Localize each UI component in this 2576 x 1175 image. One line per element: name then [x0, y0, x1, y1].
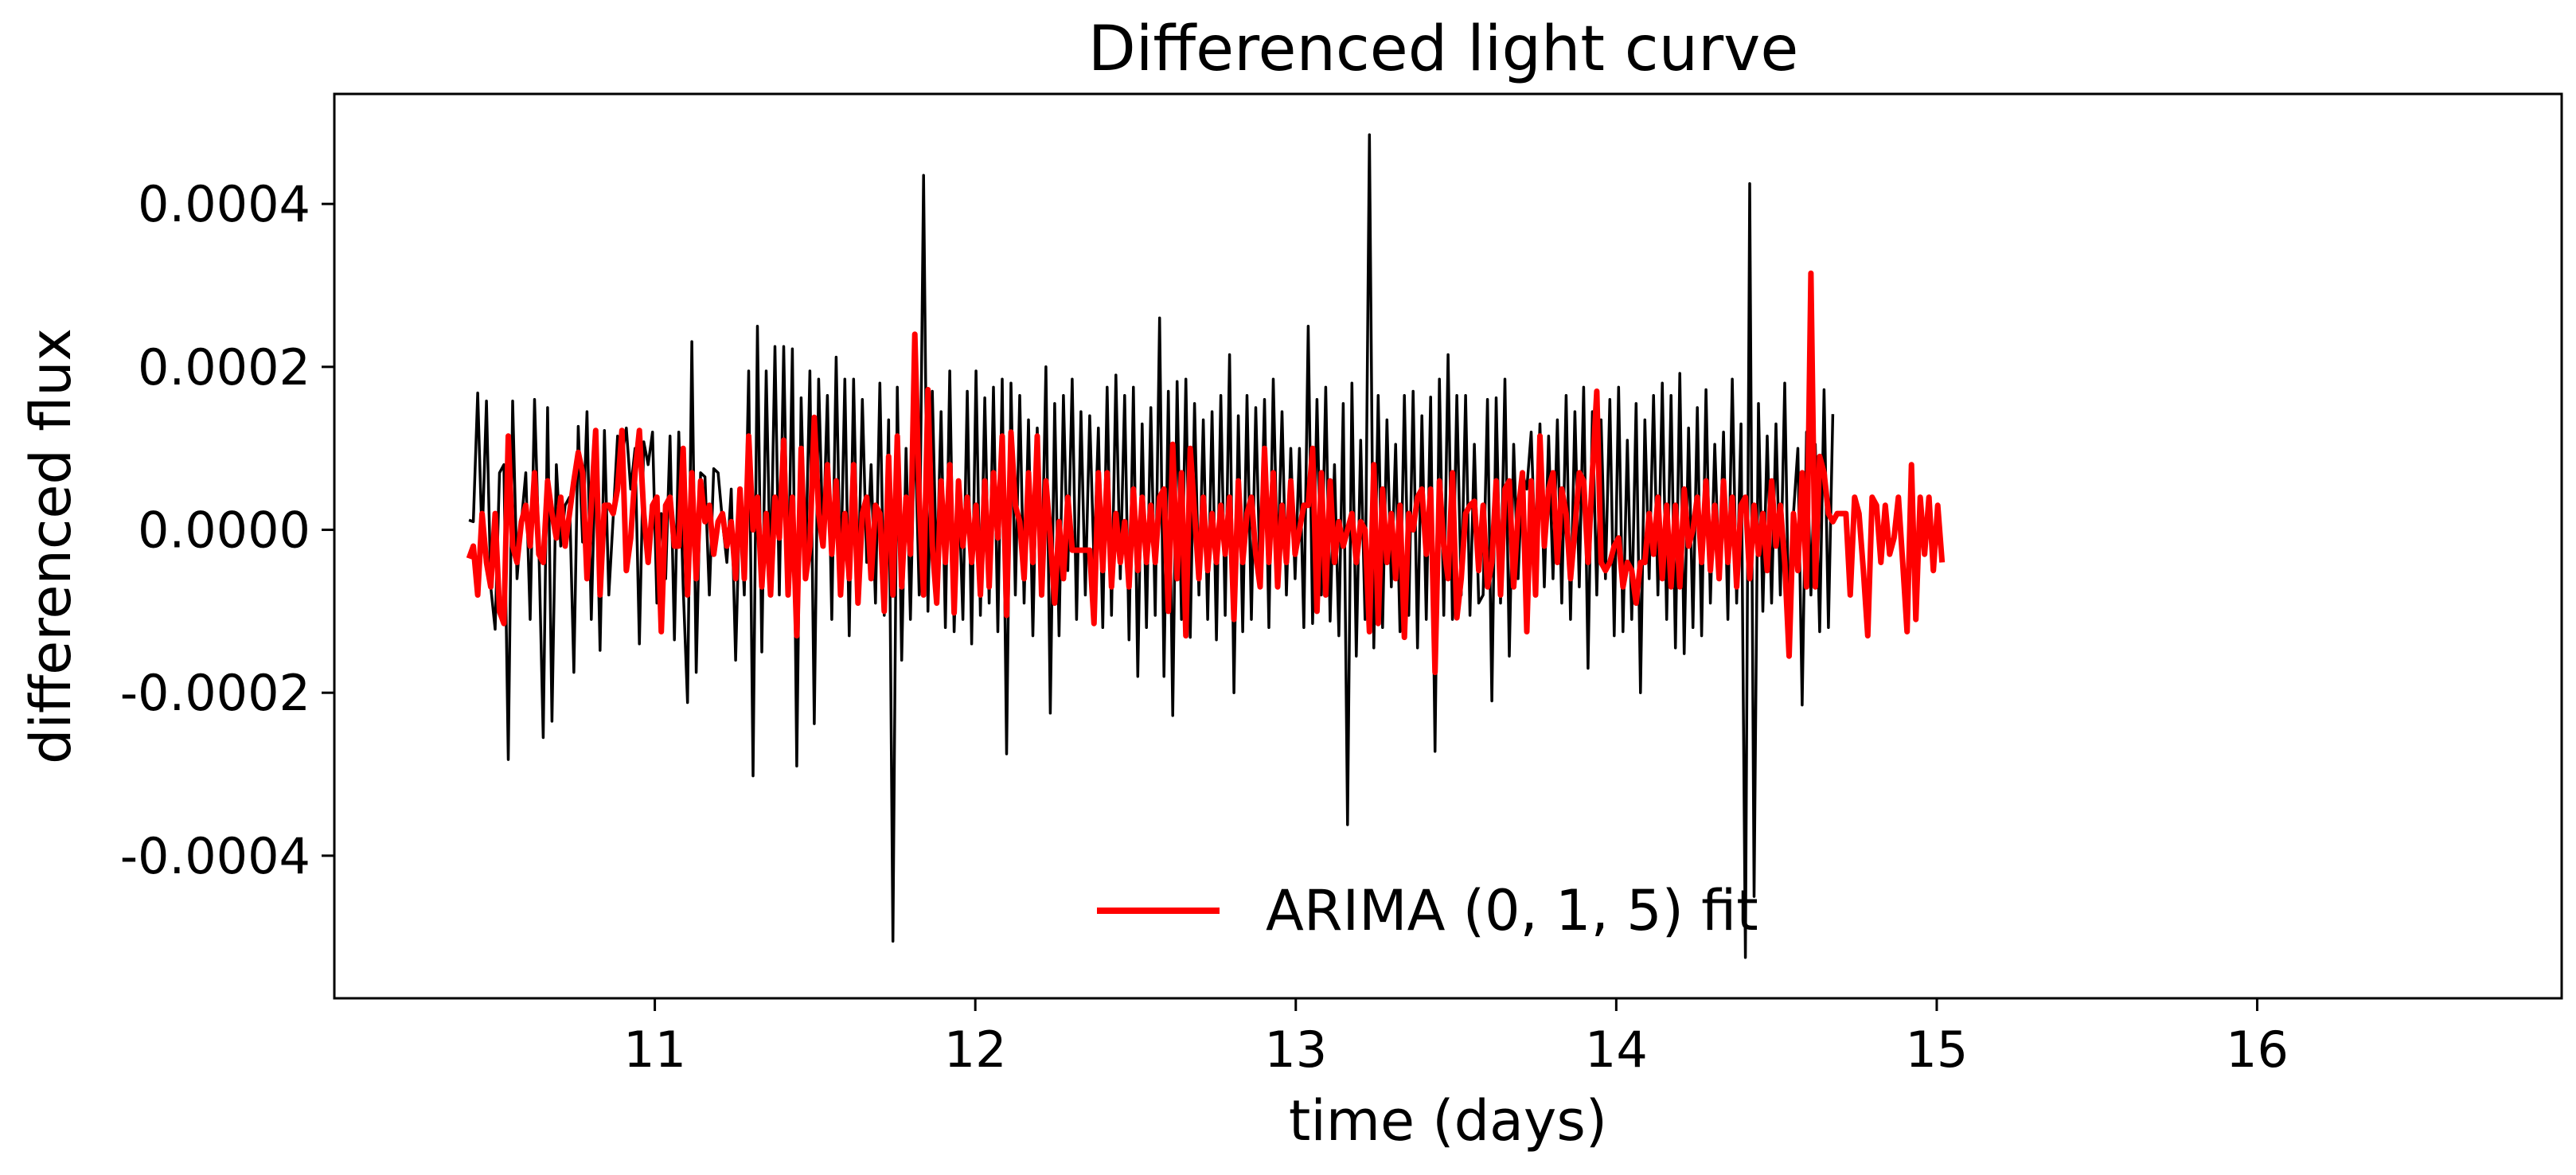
x-axis: 11 12 13 14 15 16 — [623, 998, 2289, 1079]
legend: ARIMA (0, 1, 5) fit — [1097, 878, 1758, 943]
y-tick-label: 0.0002 — [138, 338, 310, 396]
y-axis: -0.0004 -0.0002 0.0000 0.0002 0.0004 — [120, 175, 334, 885]
x-tick-label: 15 — [1905, 1021, 1968, 1079]
y-tick-label: 0.0000 — [138, 502, 310, 560]
plot-frame — [333, 92, 2563, 1000]
x-tick-label: 11 — [623, 1021, 686, 1079]
y-axis-label: differenced flux — [18, 328, 84, 764]
y-tick-label: -0.0004 — [120, 827, 310, 885]
x-tick-label: 14 — [1585, 1021, 1648, 1079]
series-line-data — [468, 133, 1835, 959]
y-tick-label: 0.0004 — [138, 175, 310, 233]
x-tick-label: 12 — [944, 1021, 1007, 1079]
x-tick-label: 16 — [2226, 1021, 2289, 1079]
x-axis-label: time (days) — [1289, 1088, 1607, 1154]
chart-title: Differenced light curve — [1088, 14, 1799, 85]
y-tick-label: -0.0002 — [120, 664, 310, 722]
legend-fit-label: ARIMA (0, 1, 5) fit — [1266, 878, 1758, 943]
x-tick-label: 13 — [1264, 1021, 1327, 1079]
series-line-fit — [466, 270, 1946, 676]
plot-area — [466, 133, 1946, 959]
